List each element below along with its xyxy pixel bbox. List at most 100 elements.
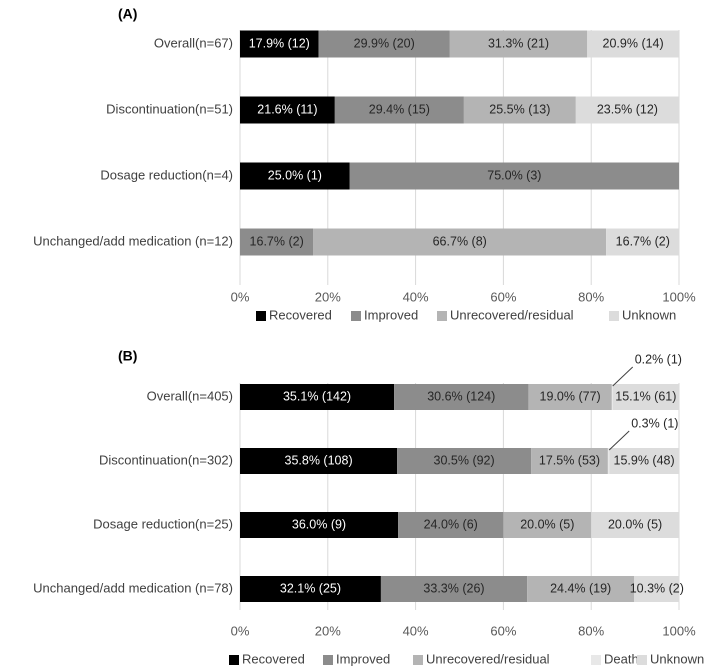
chart-panel-b: (B) Overall(n=405) 35.1% (142) 30.6% (124) 1… [33,348,704,667]
legend-label: Unrecovered/residual [450,307,574,322]
bar-segment [240,448,398,474]
data-label: 29.4% (15) [369,102,430,116]
bar-segment [240,228,314,256]
x-tick-label: 20% [315,289,341,304]
data-label: 16.7% (2) [250,234,304,248]
category-label: Discontinuation(n=302) [99,452,233,467]
data-label: 17.9% (12) [249,36,310,50]
data-label: 36.0% (9) [292,517,346,531]
data-label: 23.5% (12) [597,102,658,116]
bar-segment [609,448,679,474]
bar-segment [397,448,532,474]
bar-segment [398,512,504,538]
bar-segment [612,384,679,410]
x-tick-label: 0% [231,289,250,304]
data-label: 19.0% (77) [540,389,601,403]
bar-segment [240,96,335,124]
category-label: Dosage reduction(n=25) [93,516,233,531]
legend: Recovered Improved Unrecovered/residual Unk… [256,307,676,322]
bar-segment [240,512,399,538]
bar-segment [634,576,680,602]
legend-swatch [323,655,333,665]
bar-segment [531,448,608,474]
bar-segment [587,30,679,58]
callout-leader [612,366,634,387]
category-label: Overall(n=405) [147,388,233,403]
bar-segment [349,162,679,190]
legend-label: Unrecovered/residual [426,651,550,666]
panel-label: (B) [118,348,137,364]
data-label: 35.8% (108) [285,453,353,467]
data-label: 32.1% (25) [280,581,341,595]
legend-swatch [437,311,447,321]
bar-segment [575,96,679,124]
data-label: 29.9% (20) [354,36,415,50]
bar-segment [318,30,450,58]
bar-segment [607,448,610,474]
x-tick-label: 80% [578,289,604,304]
legend-label: Death [604,651,639,666]
bar-segment [527,576,635,602]
data-label: 24.0% (6) [424,517,478,531]
x-tick-label: 80% [578,623,604,638]
legend: Recovered Improved Unrecovered/residual Dea… [229,651,704,666]
legend-label: Unknown [650,651,704,666]
callout-label: 0.2% (1) [635,352,682,366]
x-tick-label: 40% [403,623,429,638]
legend-swatch [351,311,361,321]
x-tick-label: 60% [490,289,516,304]
bar-segment [240,30,319,58]
data-label: 31.3% (21) [488,36,549,50]
legend-label: Unknown [622,307,676,322]
data-label: 20.9% (14) [603,36,664,50]
bar-segment [611,384,613,410]
x-tick-label: 0% [231,623,250,638]
bar-segment [606,228,680,256]
data-label: 17.5% (53) [539,453,600,467]
legend-swatch [256,311,266,321]
x-tick-label: 40% [403,289,429,304]
bar-segment [313,228,607,256]
data-label: 21.6% (11) [257,102,317,116]
category-label: Overall(n=67) [154,35,233,50]
category-label: Discontinuation(n=51) [106,101,233,116]
bar-segment [394,384,529,410]
panel-label: (A) [118,6,137,22]
bar-segment [380,576,528,602]
category-label: Dosage reduction(n=4) [100,167,233,182]
chart-panel-a: (A) Overall(n=67) 17.9% (12) 29.9% (20) 31.3… [33,6,696,323]
data-label: 15.9% (48) [614,453,675,467]
x-tick-label: 100% [662,289,696,304]
data-label: 25.0% (1) [268,168,322,182]
data-label: 75.0% (3) [487,168,541,182]
bar-segment [240,384,395,410]
bar-segment [240,162,350,190]
bar-segment [591,512,679,538]
bar-segment [463,96,576,124]
legend-label: Improved [364,307,418,322]
data-label: 10.3% (2) [630,581,684,595]
data-label: 30.5% (92) [434,453,495,467]
legend-swatch [637,655,647,665]
x-tick-label: 60% [490,623,516,638]
bar-segment [449,30,588,58]
callout-leader [608,430,630,451]
data-label: 30.6% (124) [427,389,495,403]
data-label: 33.3% (26) [423,581,484,595]
data-label: 66.7% (8) [433,234,487,248]
data-label: 20.0% (5) [520,517,574,531]
x-tick-label: 100% [662,623,696,638]
data-label: 35.1% (142) [283,389,351,403]
bar-segment [240,576,381,602]
legend-swatch [413,655,423,665]
legend-label: Improved [336,651,390,666]
category-label: Unchanged/add medication (n=12) [33,233,233,248]
data-label: 15.1% (61) [615,389,676,403]
legend-swatch [229,655,239,665]
bar-segment [503,512,592,538]
legend-label: Recovered [269,307,332,322]
data-label: 24.4% (19) [550,581,611,595]
x-tick-label: 20% [315,623,341,638]
callout-label: 0.3% (1) [631,416,678,430]
